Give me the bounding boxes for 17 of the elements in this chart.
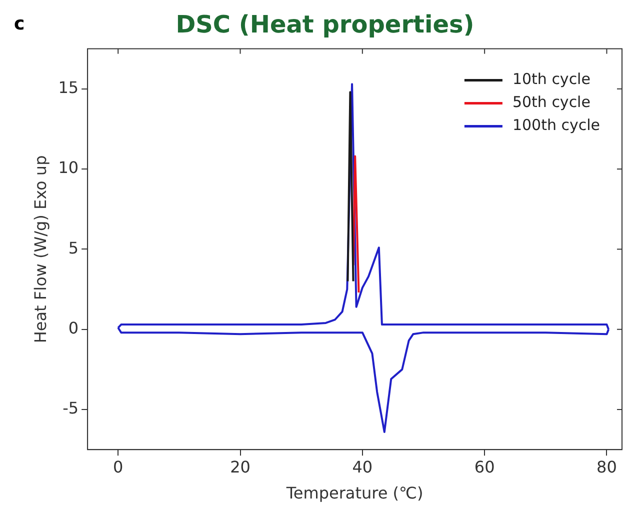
chart-title: DSC (Heat properties) (176, 10, 474, 39)
y-tick-label: 0 (68, 318, 79, 338)
legend-label: 10th cycle (512, 70, 590, 88)
y-axis-title: Heat Flow (W/g) Exo up (30, 155, 50, 344)
y-tick-label: 15 (58, 78, 79, 98)
x-tick-label: 0 (113, 457, 124, 476)
x-tick-label: 60 (474, 457, 495, 476)
text: c (14, 14, 25, 35)
legend-label: 50th cycle (512, 93, 590, 112)
x-axis-title: Temperature (℃) (285, 484, 424, 503)
x-tick-label: 40 (352, 457, 373, 476)
y-tick-label: -5 (62, 398, 79, 418)
x-tick-label: 20 (230, 457, 250, 476)
y-tick-label: 10 (58, 158, 79, 178)
legend-label: 100th cycle (512, 116, 600, 134)
x-tick-label: 80 (596, 457, 617, 476)
y-tick-label: 5 (68, 238, 79, 258)
